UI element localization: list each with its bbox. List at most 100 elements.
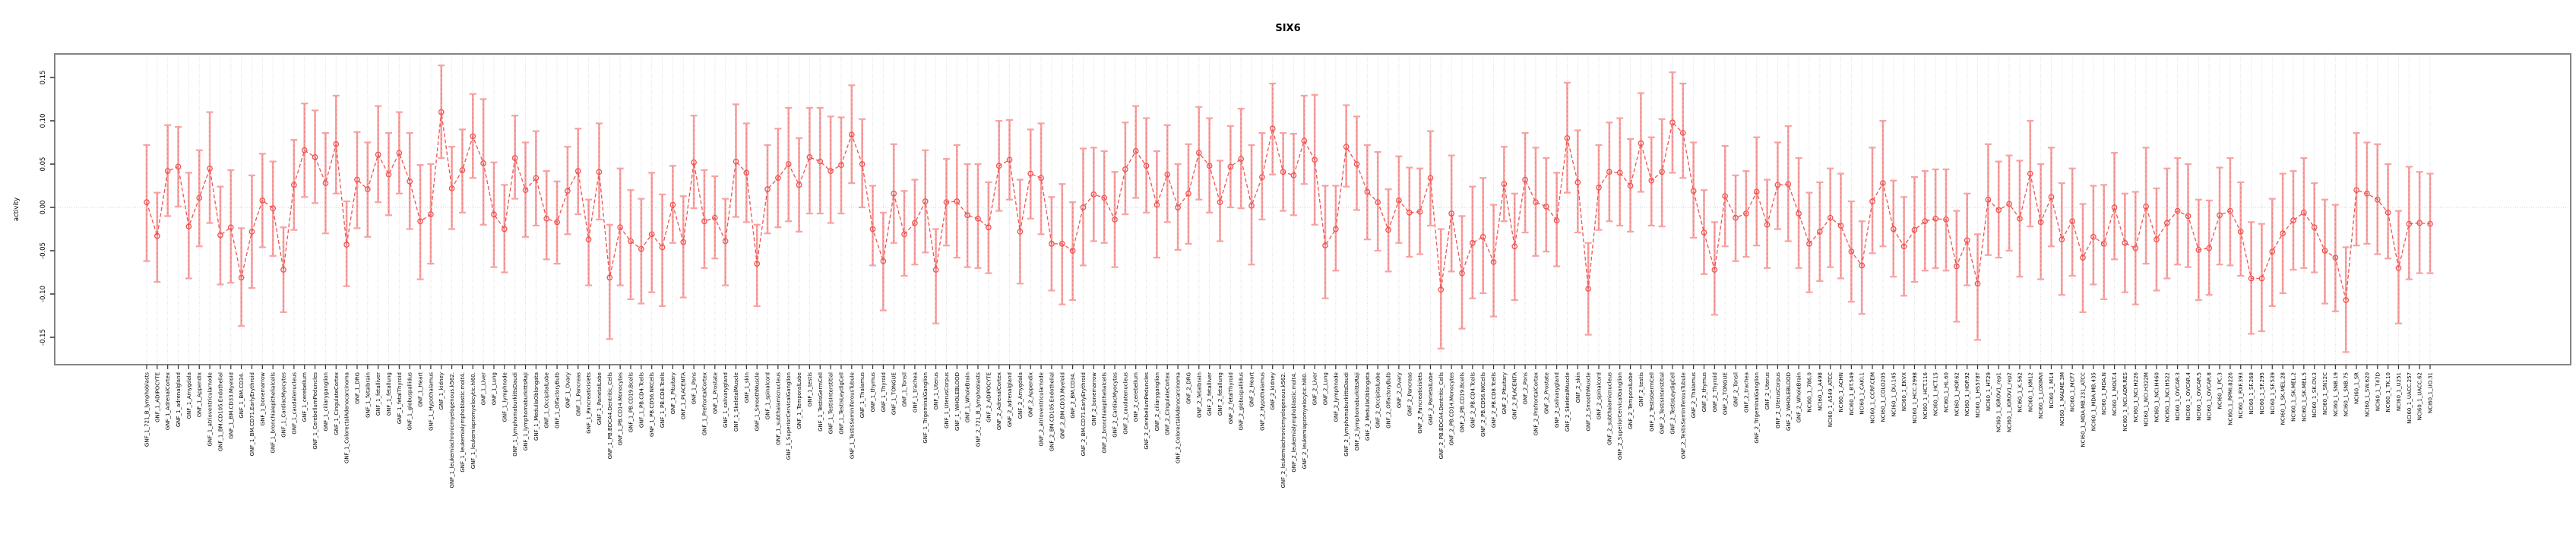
x-tick-label: GNF_2_721_B_lymphoblasts	[975, 372, 981, 447]
x-tick-label: GNF_1_BM.CD105.Endothelial	[217, 372, 223, 451]
x-tick-label: GNF_1_Pancreas	[575, 372, 581, 416]
data-point	[217, 232, 223, 239]
data-point	[2217, 212, 2223, 219]
x-tick-label: GNF_2_CingulateCortex	[1165, 372, 1171, 435]
data-point	[385, 171, 392, 178]
data-point	[511, 155, 518, 161]
data-point	[2027, 170, 2033, 177]
x-tick-label: GNF_1_Ovary	[565, 372, 571, 408]
data-point	[954, 198, 960, 204]
data-point	[1112, 217, 1118, 223]
x-tick-label: GNF_1_fetallung	[386, 372, 392, 416]
data-point	[2290, 217, 2296, 223]
x-tick-label: GNF_2_leukemiapromyelocytic.hl60.	[1302, 372, 1308, 469]
data-point	[2237, 229, 2244, 235]
x-tick-label: GNF_2_Ovary	[1396, 372, 1402, 408]
data-point	[1227, 163, 1234, 170]
x-tick-label: GNF_1_Pons	[691, 372, 698, 405]
x-tick-label: GNF_2_ciliaryganglion	[1154, 372, 1160, 431]
x-tick-label: GNF_1_Appendix	[197, 372, 203, 417]
data-point	[585, 236, 592, 243]
x-tick-label: NCI60_1_M14	[2049, 372, 2055, 408]
x-tick-label: GNF_2_leukemialymphoblastic.molt4.	[1291, 372, 1297, 473]
x-axis: GNF_1_721_B_lymphoblasts GNF_1_ADIPOCYTE G…	[144, 365, 2434, 488]
y-tick-label: 0.10	[40, 114, 47, 128]
x-tick-label: GNF_2_Prostate	[1543, 372, 1549, 414]
data-point	[806, 154, 813, 160]
data-point	[1069, 248, 1076, 254]
x-tick-label: GNF_1_TemporalLobe	[796, 372, 802, 429]
data-point	[2353, 187, 2359, 194]
x-tick-label: GNF_1_spinalcord	[765, 372, 771, 419]
x-tick-label: NCI60_1_786.0	[1806, 372, 1812, 413]
data-point	[1679, 130, 1686, 136]
data-point	[1943, 217, 1949, 223]
x-tick-label: GNF_1_ParietalLobe	[597, 372, 603, 425]
gridlines	[146, 55, 2431, 364]
data-point	[1796, 210, 1802, 217]
x-tick-label: GNF_1_BM.CD33.Myeloid	[228, 372, 234, 439]
data-point	[280, 267, 286, 273]
data-point	[1922, 218, 1929, 225]
data-point	[2227, 207, 2233, 214]
data-point	[2258, 275, 2265, 282]
y-axis: -0.15 -0.10 -0.05 0.00 0.05 0.10 0.15	[40, 71, 55, 346]
x-tick-label: GNF_2_testis	[1638, 372, 1644, 407]
x-tick-label: NCI60_1_HCT.15	[1933, 372, 1939, 416]
x-tick-label: NCI60_1_RPMI.8226	[2227, 372, 2233, 425]
x-tick-label: GNF_2_TrigeminalGanglion	[1754, 372, 1760, 444]
y-tick-label: -0.10	[40, 286, 47, 302]
y-axis-title: activity	[13, 198, 21, 221]
data-point	[2111, 204, 2118, 210]
x-tick-label: GNF_2_ADIPOCYTE	[986, 372, 992, 422]
data-point	[2080, 255, 2086, 261]
data-point	[1553, 217, 1560, 223]
x-tick-label: GNF_1_ColorectalAdenocarcinoma	[344, 372, 350, 463]
data-point	[838, 162, 844, 168]
x-tick-label: GNF_1_fetalliver	[375, 372, 381, 416]
data-point	[2374, 196, 2381, 203]
data-point	[291, 182, 297, 188]
data-point	[1648, 177, 1655, 184]
data-point	[817, 158, 824, 165]
data-point	[543, 215, 550, 222]
x-tick-label: NCI60_1_SN12C	[2322, 372, 2328, 415]
x-tick-label: NCI60_1_SF.295	[2259, 372, 2265, 414]
x-tick-label: GNF_2_SmoothMuscle	[1586, 372, 1592, 431]
x-tick-label: NCI60_1_SK.MEL.2	[2290, 372, 2296, 422]
data-point	[175, 163, 182, 170]
data-point	[1080, 204, 1087, 210]
data-point	[1438, 286, 1445, 293]
data-point	[1375, 199, 1381, 206]
x-tick-label: GNF_2_trachea	[1743, 372, 1749, 413]
x-tick-label: GNF_2_adrenalgland	[1007, 372, 1013, 427]
data-point	[995, 163, 1002, 169]
x-tick-label: NCI60_1_HT29	[1986, 372, 1992, 411]
x-tick-label: NCI60_1_CCRF.CEM	[1870, 372, 1876, 424]
x-tick-label: GNF_2_cerebellum	[1133, 372, 1139, 422]
data-point	[491, 211, 497, 217]
x-tick-label: GNF_2_CardiacMyocytes	[1112, 372, 1119, 438]
x-tick-label: GNF_2_TONGUE	[1723, 372, 1729, 415]
data-point	[1185, 190, 1191, 197]
x-tick-label: GNF_1_lymphnode	[502, 372, 508, 422]
data-point	[796, 182, 802, 188]
x-tick-label: GNF_1_Amygdala	[186, 372, 192, 419]
x-tick-label: NCI60_1_SNB.19	[2333, 372, 2339, 416]
data-point	[364, 186, 371, 192]
x-tick-label: NCI60_1_COLO205	[1880, 372, 1886, 422]
x-tick-label: NCI60_1_SNB.75	[2343, 372, 2350, 416]
data-point	[312, 154, 318, 160]
data-point	[1722, 193, 1729, 200]
data-point	[932, 267, 939, 273]
data-point	[2248, 275, 2255, 282]
data-point	[1932, 215, 1938, 222]
x-tick-label: GNF_1_TONGUE	[891, 372, 897, 415]
x-tick-label: GNF_1_PB.CD4.Tcells	[638, 372, 644, 428]
data-point	[2017, 215, 2023, 222]
x-tick-label: NCI60_1_TK.10	[2385, 372, 2391, 413]
data-point	[238, 274, 245, 281]
x-tick-label: NCI60_1_HL.60	[1943, 372, 1949, 413]
data-point	[1027, 170, 1034, 177]
data-point	[1154, 201, 1160, 208]
